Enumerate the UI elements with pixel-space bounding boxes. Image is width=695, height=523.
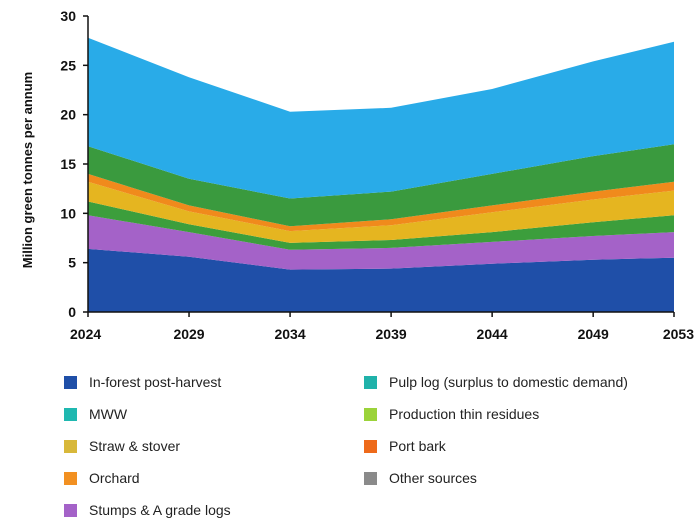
area-layers	[88, 37, 674, 312]
y-tick-labels: 0 5 10 15 20 25 30	[60, 8, 76, 320]
legend-label: Other sources	[389, 470, 477, 486]
legend-label: Production thin residues	[389, 406, 540, 422]
x-tick-label: 2053	[663, 326, 694, 342]
y-tick-label: 15	[60, 156, 76, 172]
y-axis-label: Million green tonnes per annum	[20, 72, 35, 268]
legend-item: In-forest post-harvest	[64, 372, 221, 392]
y-tick-label: 25	[60, 57, 76, 73]
legend-item: Orchard	[64, 468, 140, 488]
area-in-forest-post-harvest	[88, 248, 674, 312]
axes	[83, 15, 675, 317]
area-production-thin-residues	[88, 201, 674, 250]
y-tick-label: 0	[68, 304, 76, 320]
x-tick-label: 2044	[477, 326, 508, 342]
legend-item: Straw & stover	[64, 436, 180, 456]
area-straw-stover	[88, 181, 674, 243]
stacked-area-chart: 0 5 10 15 20 25 30 2024 2029 2034 2039 2044 2049 205…	[20, 8, 694, 342]
legend-label: Port bark	[389, 438, 446, 454]
y-tick-label: 30	[60, 8, 76, 24]
x-tick-label: 2034	[274, 326, 305, 342]
legend-label: Stumps & A grade logs	[89, 502, 231, 518]
y-tick-label: 5	[68, 255, 76, 271]
legend-label: In-forest post-harvest	[89, 374, 222, 390]
legend-swatch	[64, 375, 77, 389]
x-tick-label: 2029	[173, 326, 204, 342]
y-tick-label: 10	[60, 205, 76, 221]
legend-swatch	[364, 439, 377, 453]
legend-swatch	[64, 407, 77, 421]
area-stumps-a-grade-logs	[88, 215, 674, 270]
x-tick-label: 2049	[578, 326, 609, 342]
legend-item: MWW	[64, 404, 127, 424]
area-orchard	[88, 173, 674, 232]
y-tick-label: 20	[60, 107, 76, 123]
legend-label: Straw & stover	[89, 438, 181, 454]
legend-swatch	[64, 439, 77, 453]
legend-item: Other sources	[364, 468, 477, 488]
area-whole-tree-light-blue	[88, 37, 674, 199]
area-in-forest-residues-green	[88, 144, 674, 227]
legend-label: Pulp log (surplus to domestic demand)	[389, 374, 628, 390]
legend-swatch	[364, 375, 377, 389]
legend-swatch	[364, 407, 377, 421]
legend-item: Stumps & A grade logs	[64, 500, 231, 520]
x-tick-labels: 2024 2029 2034 2039 2044 2049 2053	[70, 326, 694, 342]
legend-swatch	[64, 471, 77, 485]
legend-item: Production thin residues	[364, 404, 539, 424]
x-tick-label: 2024	[70, 326, 101, 342]
legend-label: MWW	[89, 406, 128, 422]
x-tick-label: 2039	[376, 326, 407, 342]
legend-item: Pulp log (surplus to domestic demand)	[364, 372, 628, 392]
legend-item: Port bark	[364, 436, 446, 456]
legend-swatch	[64, 503, 77, 517]
legend-swatch	[364, 471, 377, 485]
legend-label: Orchard	[89, 470, 140, 486]
